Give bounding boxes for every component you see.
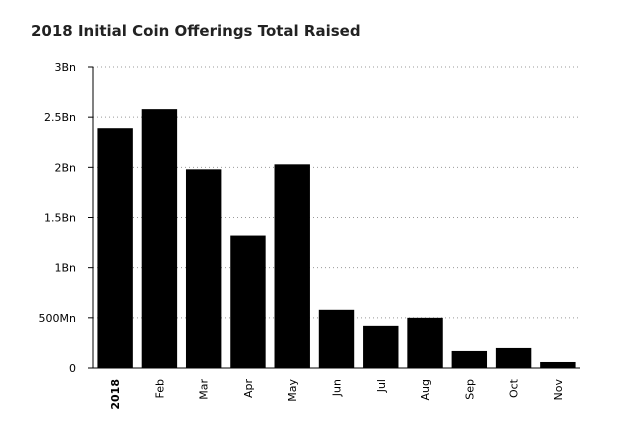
bar-2018 [97,128,133,368]
y-tick-label: 1Bn [54,262,76,275]
y-tick-label: 2Bn [54,161,76,174]
x-tick-label: Apr [242,379,255,399]
bar-nov [540,361,576,368]
x-tick-label: Jun [331,379,344,397]
y-tick-label: 2.5Bn [44,111,76,124]
y-axis-ticks: 0 500Mn 1Bn 1.5Bn 2Bn 2.5Bn 3Bn [39,61,93,375]
bar-feb [141,109,178,368]
x-tick-label: Aug [419,379,432,400]
y-tick-label: 0 [69,362,76,375]
x-tick-label: Jul [375,379,388,393]
bar-may [274,164,310,368]
y-tick-label: 1.5Bn [44,212,76,225]
bar-aug [407,317,443,368]
bar-sep [451,350,488,368]
x-axis-ticks: 2018 Feb Mar Apr May Jun Jul Aug Sep Oct Nov [109,378,565,409]
bar-jun [318,309,355,368]
y-tick-label: 3Bn [54,61,76,74]
bar-mar [185,169,222,368]
bar-oct [495,347,532,368]
x-tick-label: Oct [508,378,521,398]
x-tick-label: Sep [463,379,476,400]
bar-apr [230,235,266,368]
chart-title: 2018 Initial Coin Offerings Total Raised [31,22,361,40]
bar-jul [363,325,399,368]
x-tick-label: Mar [198,379,211,400]
x-tick-label: Feb [153,379,166,398]
bars [97,109,576,368]
x-tick-label: May [286,379,299,402]
x-tick-label: Nov [552,379,565,401]
x-tick-label: 2018 [109,379,122,410]
y-tick-label: 500Mn [39,312,76,325]
